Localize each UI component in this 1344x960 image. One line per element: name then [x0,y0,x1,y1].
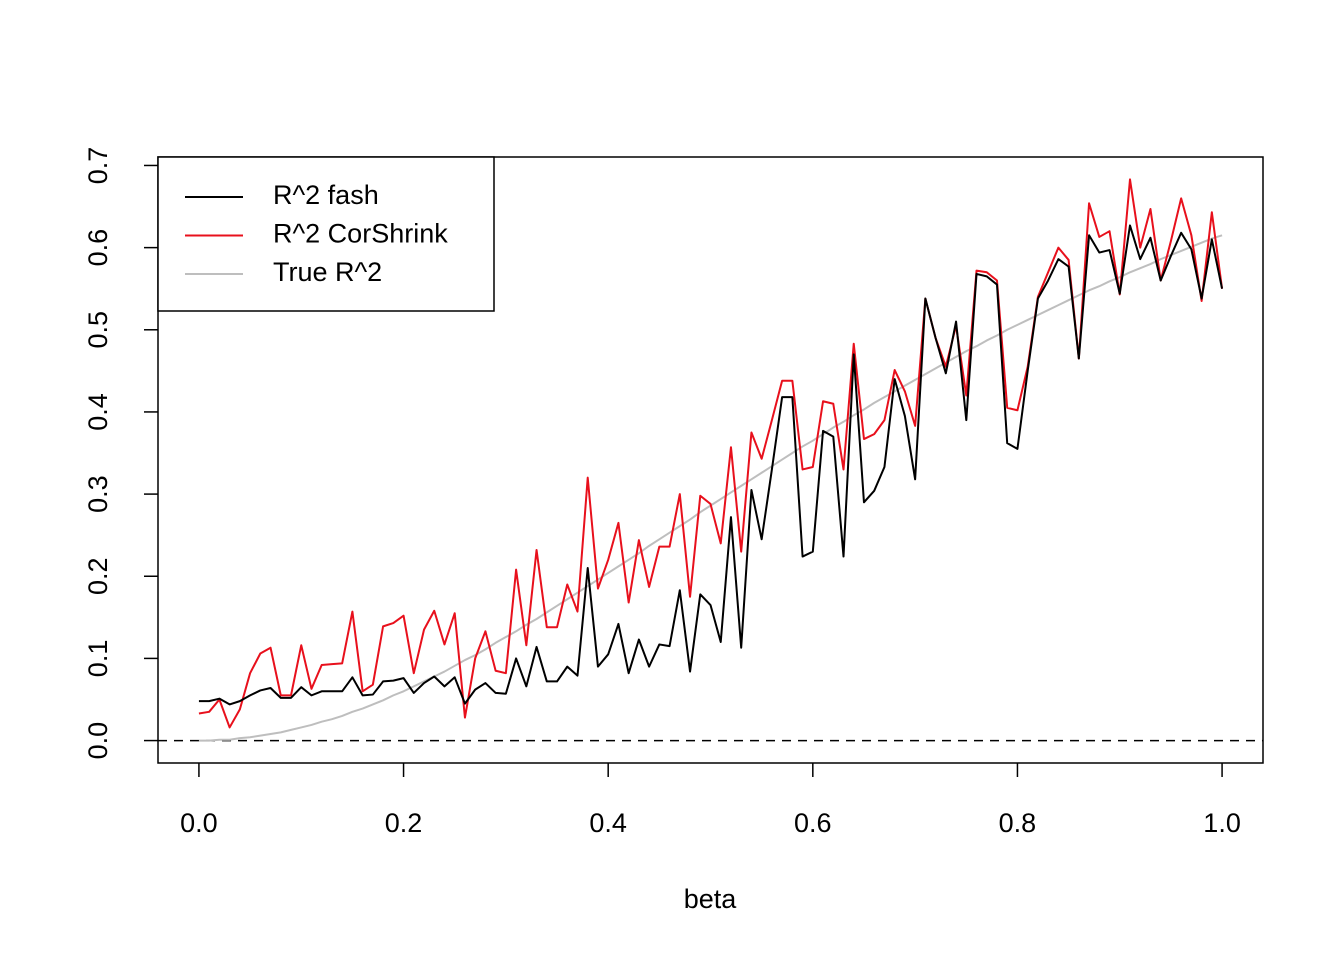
y-tick-label: 0.4 [83,393,113,431]
y-tick-label: 0.0 [83,722,113,760]
y-tick-label: 0.7 [83,147,113,185]
x-axis-label: beta [684,884,738,914]
series-line [198,224,1224,706]
legend-box [157,156,495,312]
x-tick-label: 0.4 [589,808,627,838]
y-tick-label: 0.3 [83,475,113,513]
plot-frame [157,156,1264,764]
y-tick-label: 0.2 [83,557,113,595]
x-tick-label: 0.8 [999,808,1037,838]
y-tick-label: 0.5 [83,311,113,349]
x-tick-label: 1.0 [1203,808,1241,838]
y-tick-label: 0.6 [83,229,113,267]
y-tick-label: 0.1 [83,640,113,678]
x-tick-label: 0.2 [385,808,423,838]
legend: R^2 fash R^2 CorShrink True R^2 [157,156,495,312]
x-tick-label: 0.6 [794,808,832,838]
legend-label: True R^2 [273,257,382,287]
series-line [198,178,1224,729]
legend-label: R^2 fash [273,180,379,210]
x-tick-label: 0.0 [180,808,218,838]
legend-label: R^2 CorShrink [273,219,448,249]
